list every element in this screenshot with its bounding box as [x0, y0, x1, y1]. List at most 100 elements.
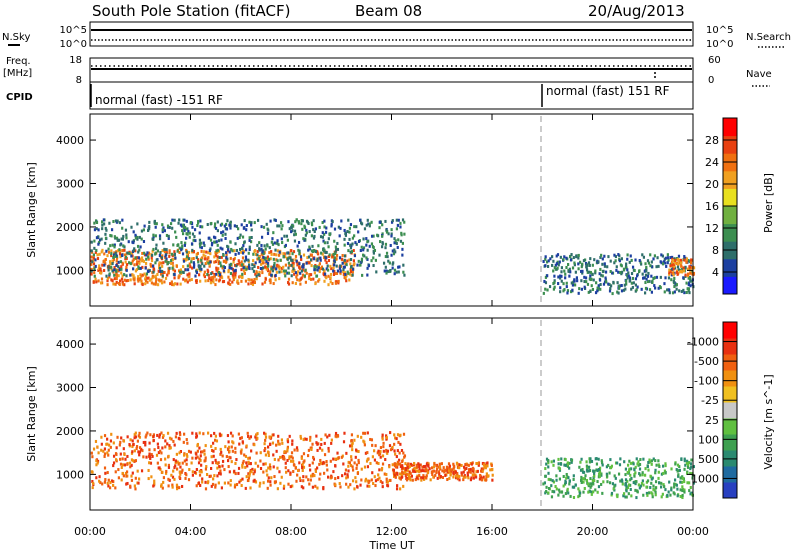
radar-return-cell — [244, 279, 248, 283]
radar-return-cell — [399, 464, 402, 468]
radar-return-cell — [591, 478, 594, 482]
radar-return-cell — [243, 271, 246, 275]
radar-return-cell — [414, 470, 417, 474]
radar-return-cell — [269, 219, 272, 223]
radar-return-cell — [363, 443, 366, 447]
radar-return-cell — [596, 286, 599, 290]
radar-return-cell — [214, 240, 217, 244]
radar-return-cell — [365, 223, 368, 227]
colorbar-segment — [723, 258, 737, 277]
radar-return-cell — [271, 237, 274, 241]
radar-return-cell — [397, 238, 400, 242]
radar-return-cell — [240, 250, 243, 254]
radar-return-cell — [173, 466, 176, 470]
radar-return-cell — [155, 222, 158, 226]
radar-return-cell — [319, 461, 322, 465]
radar-return-cell — [626, 486, 630, 490]
radar-return-cell — [629, 254, 632, 258]
radar-return-cell — [244, 465, 247, 469]
radar-return-cell — [645, 491, 649, 495]
radar-return-cell — [342, 267, 345, 271]
radar-return-cell — [653, 284, 656, 288]
radar-return-cell — [413, 461, 416, 465]
radar-return-cell — [587, 469, 590, 473]
radar-return-cell — [675, 283, 678, 287]
radar-return-cell — [673, 271, 676, 275]
noise-right-tick-high: 10^5 — [706, 25, 733, 36]
radar-return-cell — [241, 440, 244, 444]
radar-return-cell — [135, 262, 138, 266]
radar-return-cell — [583, 486, 586, 490]
radar-return-cell — [90, 255, 93, 259]
radar-return-cell — [593, 474, 596, 478]
radar-return-cell — [97, 228, 100, 232]
radar-return-cell — [396, 449, 399, 453]
radar-return-cell — [649, 264, 652, 268]
radar-return-cell — [270, 252, 273, 256]
radar-return-cell — [600, 482, 603, 486]
radar-return-cell — [673, 262, 676, 266]
radar-return-cell — [666, 256, 669, 260]
radar-return-cell — [673, 257, 676, 261]
radar-return-cell — [182, 270, 185, 274]
radar-return-cell — [122, 439, 126, 443]
radar-return-cell — [147, 468, 150, 472]
radar-return-cell — [115, 263, 118, 267]
radar-return-cell — [607, 463, 610, 467]
radar-return-cell — [634, 465, 637, 469]
radar-return-cell — [123, 253, 127, 257]
radar-return-cell — [104, 471, 107, 475]
radar-return-cell — [219, 264, 223, 268]
radar-return-cell — [566, 289, 570, 293]
radar-return-cell — [246, 431, 249, 435]
radar-return-cell — [137, 250, 140, 254]
radar-return-cell — [215, 251, 218, 255]
radar-return-cell — [657, 459, 660, 463]
radar-return-cell — [231, 273, 234, 277]
radar-return-cell — [283, 271, 286, 275]
radar-return-cell — [233, 224, 236, 228]
radar-return-cell — [327, 283, 330, 287]
radar-return-cell — [236, 279, 239, 283]
radar-return-cell — [181, 229, 184, 233]
radar-return-cell — [559, 462, 563, 466]
radar-return-cell — [489, 468, 492, 472]
radar-return-cell — [562, 258, 565, 262]
radar-return-cell — [314, 469, 317, 473]
radar-return-cell — [180, 484, 184, 488]
radar-return-cell — [463, 465, 466, 469]
radar-return-cell — [99, 481, 102, 485]
radar-return-cell — [660, 253, 663, 257]
radar-return-cell — [608, 471, 611, 475]
radar-return-cell — [390, 232, 393, 236]
radar-return-cell — [263, 442, 266, 446]
radar-return-cell — [359, 218, 362, 222]
radar-return-cell — [276, 239, 279, 243]
radar-return-cell — [466, 474, 470, 478]
radar-return-cell — [568, 482, 571, 486]
radar-return-cell — [204, 487, 208, 491]
radar-return-cell — [114, 251, 117, 255]
radar-return-cell — [161, 274, 164, 278]
radar-return-cell — [212, 449, 215, 453]
radar-return-cell — [314, 468, 317, 472]
radar-return-cell — [149, 461, 153, 465]
radar-return-cell — [560, 279, 563, 283]
radar-return-cell — [649, 474, 652, 478]
radar-return-cell — [217, 481, 220, 485]
radar-return-cell — [216, 474, 219, 478]
radar-return-cell — [162, 480, 165, 484]
radar-return-cell — [185, 250, 188, 254]
radar-return-cell — [215, 461, 218, 465]
radar-return-cell — [419, 463, 422, 467]
radar-return-cell — [360, 478, 363, 482]
radar-return-cell — [291, 484, 294, 488]
radar-return-cell — [339, 226, 342, 230]
radar-return-cell — [214, 260, 218, 264]
radar-return-cell — [103, 466, 107, 470]
radar-return-cell — [173, 252, 176, 256]
radar-return-cell — [111, 262, 114, 266]
radar-return-cell — [299, 277, 302, 281]
radar-return-cell — [263, 431, 266, 435]
radar-return-cell — [198, 242, 202, 246]
